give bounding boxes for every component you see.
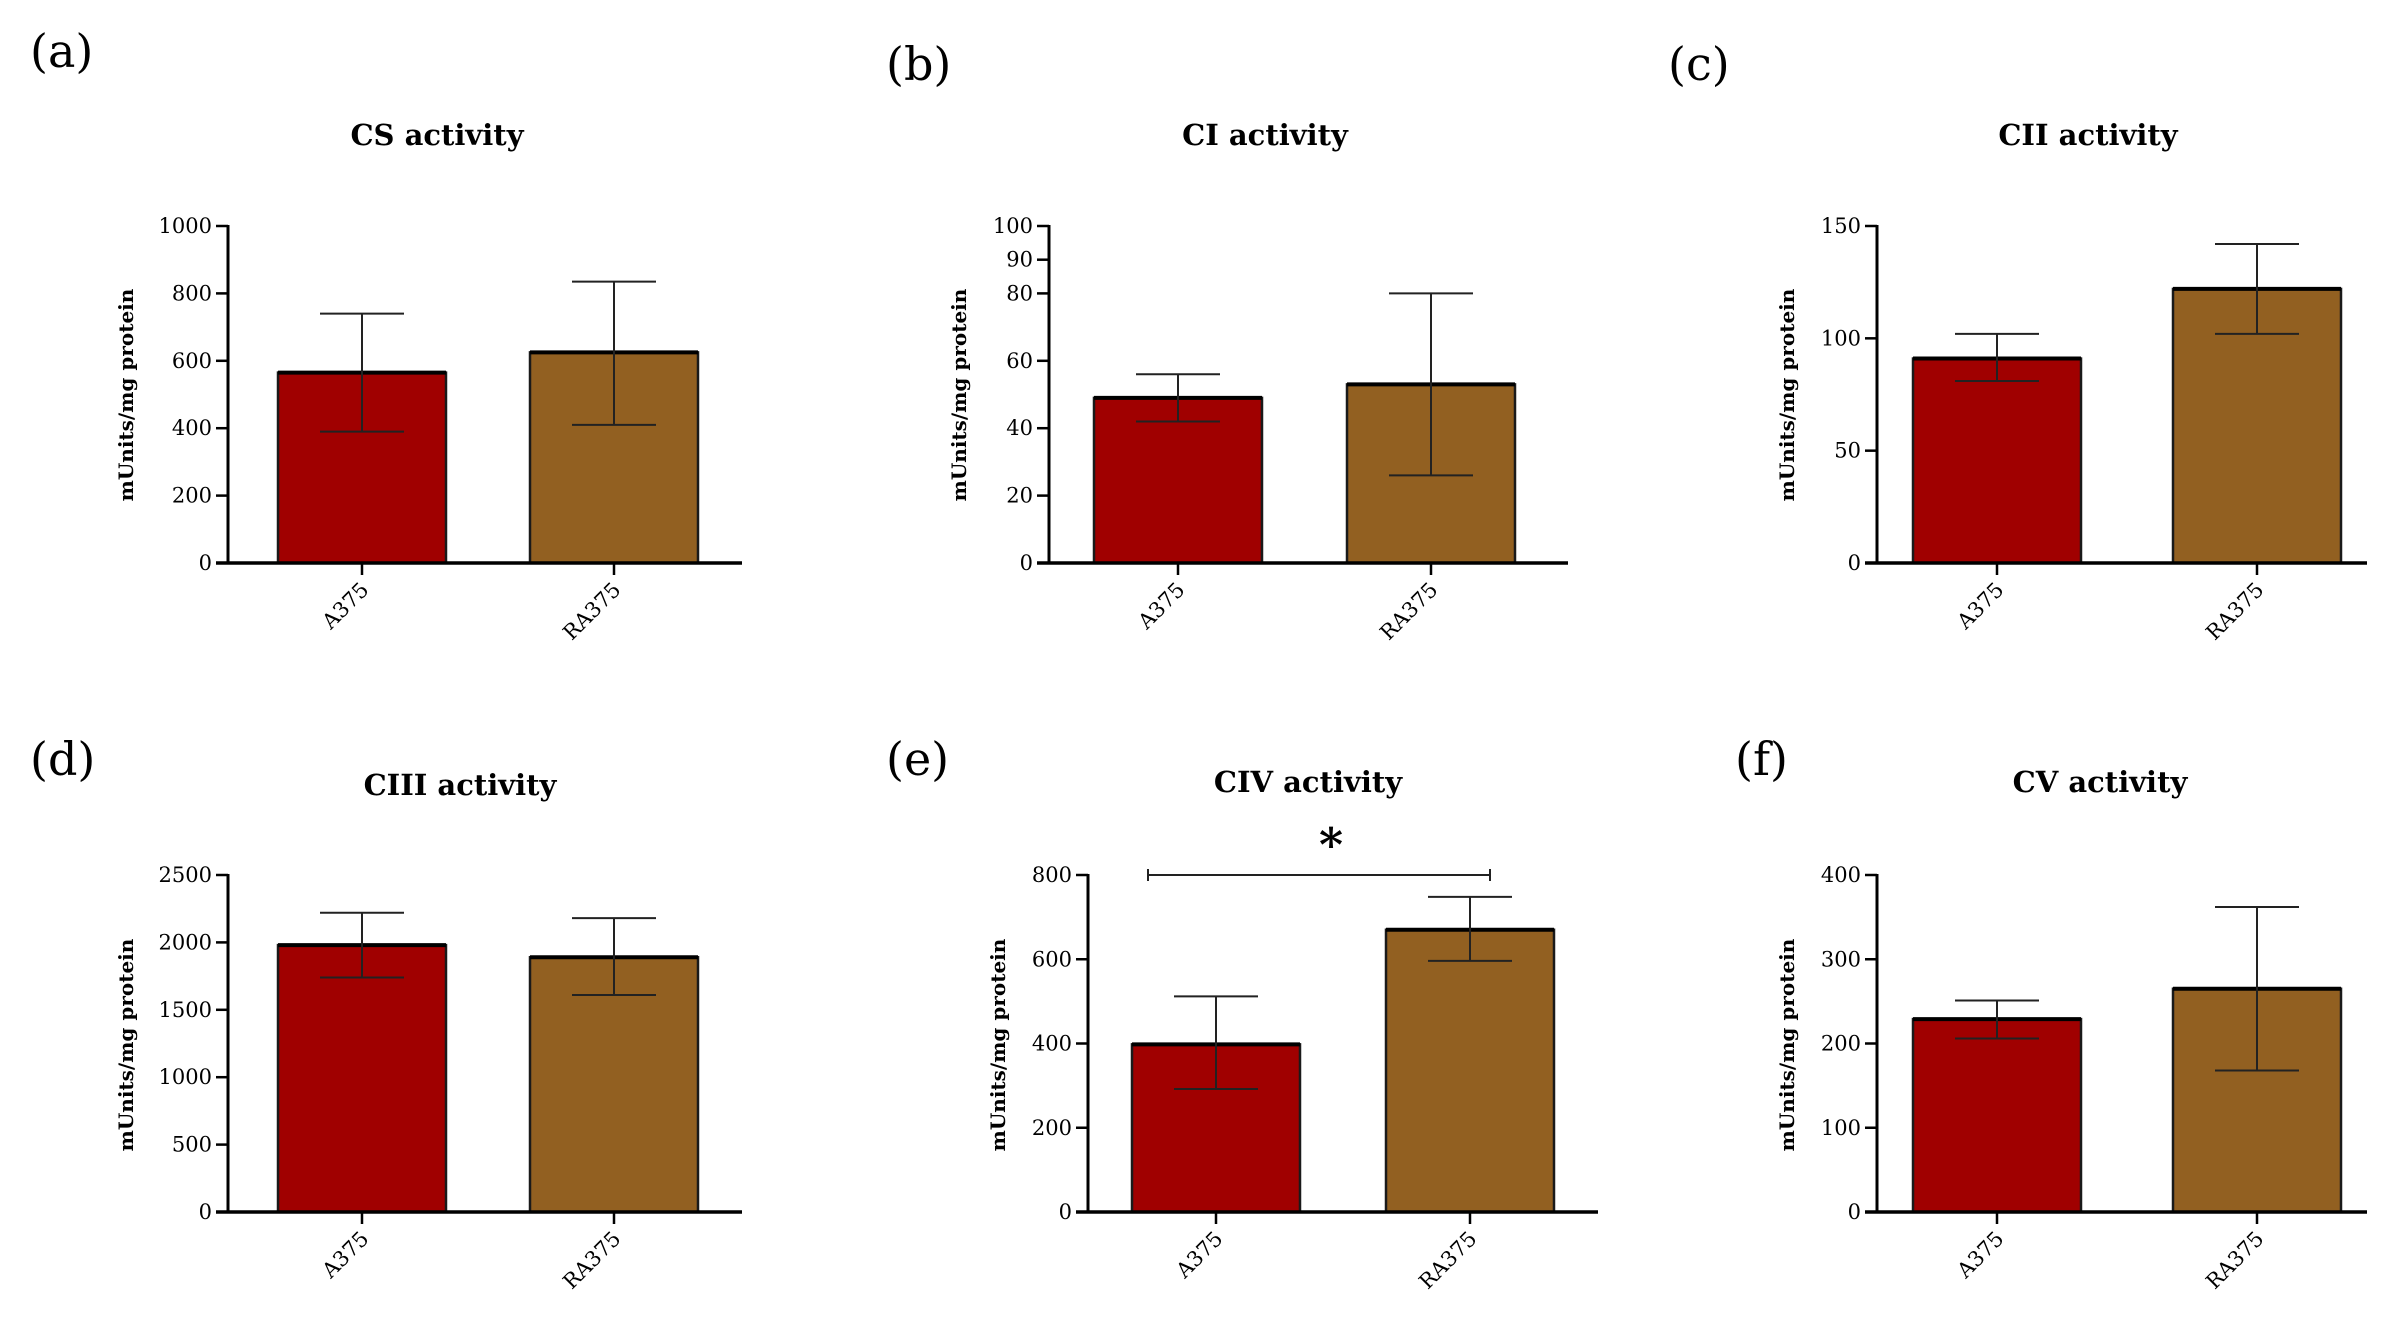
x-tick-label: A375 — [1952, 1227, 2009, 1284]
y-tick-label: 50 — [1834, 439, 1861, 463]
panel-letter: (a) — [30, 24, 93, 78]
y-tick-label: 0 — [1848, 1200, 1861, 1224]
chart-title: CII activity — [1998, 118, 2178, 152]
y-tick-label: 600 — [1032, 947, 1072, 971]
bar-a375 — [276, 943, 448, 1214]
x-tick-label: A375 — [317, 578, 374, 635]
y-tick-label: 400 — [1821, 863, 1861, 887]
y-tick-label: 0 — [1848, 551, 1861, 575]
chart-title: CIII activity — [364, 768, 558, 802]
y-axis-label: mUnits/mg protein — [114, 938, 138, 1151]
chart-title: CI activity — [1182, 118, 1349, 152]
y-tick-label: 200 — [1821, 1032, 1861, 1056]
y-axis-label: mUnits/mg protein — [1775, 288, 1799, 501]
x-tick-label: A375 — [1171, 1227, 1228, 1284]
y-tick-label: 400 — [172, 416, 212, 440]
y-tick-label: 800 — [172, 281, 212, 305]
x-tick-label: RA375 — [1375, 578, 1442, 645]
panel-letter: (b) — [886, 37, 951, 91]
y-axis-label: mUnits/mg protein — [1775, 938, 1799, 1151]
bar-a375 — [1092, 396, 1264, 565]
y-tick-label: 150 — [1821, 214, 1861, 238]
chart-title: CIV activity — [1214, 765, 1403, 799]
y-tick-label: 60 — [1006, 349, 1033, 373]
x-tick-label: A375 — [1952, 578, 2009, 635]
y-tick-label: 1000 — [159, 1065, 212, 1089]
bar-a375 — [1911, 1017, 2083, 1214]
y-tick-label: 400 — [1032, 1032, 1072, 1056]
x-tick-label: A375 — [317, 1227, 374, 1284]
bar-ra375 — [1384, 928, 1556, 1214]
x-tick-label: A375 — [1133, 578, 1190, 635]
y-tick-label: 100 — [1821, 1116, 1861, 1140]
y-tick-label: 0 — [1020, 551, 1033, 575]
y-tick-label: 100 — [1821, 326, 1861, 350]
y-tick-label: 20 — [1006, 484, 1033, 508]
y-tick-label: 0 — [199, 551, 212, 575]
y-tick-label: 200 — [1032, 1116, 1072, 1140]
y-axis-label: mUnits/mg protein — [947, 288, 971, 501]
y-tick-label: 200 — [172, 484, 212, 508]
y-tick-label: 1500 — [159, 998, 212, 1022]
y-tick-label: 800 — [1032, 863, 1072, 887]
panel-letter: (f) — [1735, 732, 1788, 786]
significance-marker: * — [1319, 818, 1343, 872]
panel-letter: (c) — [1668, 37, 1730, 91]
y-tick-label: 2000 — [159, 930, 212, 954]
chart-title: CS activity — [350, 118, 524, 152]
y-tick-label: 80 — [1006, 281, 1033, 305]
y-axis-label: mUnits/mg protein — [986, 938, 1010, 1151]
y-tick-label: 90 — [1006, 248, 1033, 272]
y-tick-label: 0 — [1059, 1200, 1072, 1224]
bar-ra375 — [528, 955, 700, 1214]
y-tick-label: 100 — [993, 214, 1033, 238]
y-tick-label: 600 — [172, 349, 212, 373]
y-tick-label: 2500 — [159, 863, 212, 887]
y-tick-label: 0 — [199, 1200, 212, 1224]
y-tick-label: 40 — [1006, 416, 1033, 440]
x-tick-label: RA375 — [2201, 1227, 2268, 1294]
y-tick-label: 1000 — [159, 214, 212, 238]
x-tick-label: RA375 — [558, 578, 625, 645]
y-axis-label: mUnits/mg protein — [114, 288, 138, 501]
bar-a375 — [1911, 357, 2083, 565]
panel-letter: (e) — [886, 732, 949, 786]
y-tick-label: 300 — [1821, 947, 1861, 971]
x-tick-label: RA375 — [1414, 1227, 1481, 1294]
chart-title: CV activity — [2013, 765, 2189, 799]
panel-letter: (d) — [30, 732, 95, 786]
y-tick-label: 500 — [172, 1133, 212, 1157]
x-tick-label: RA375 — [558, 1227, 625, 1294]
x-tick-label: RA375 — [2201, 578, 2268, 645]
